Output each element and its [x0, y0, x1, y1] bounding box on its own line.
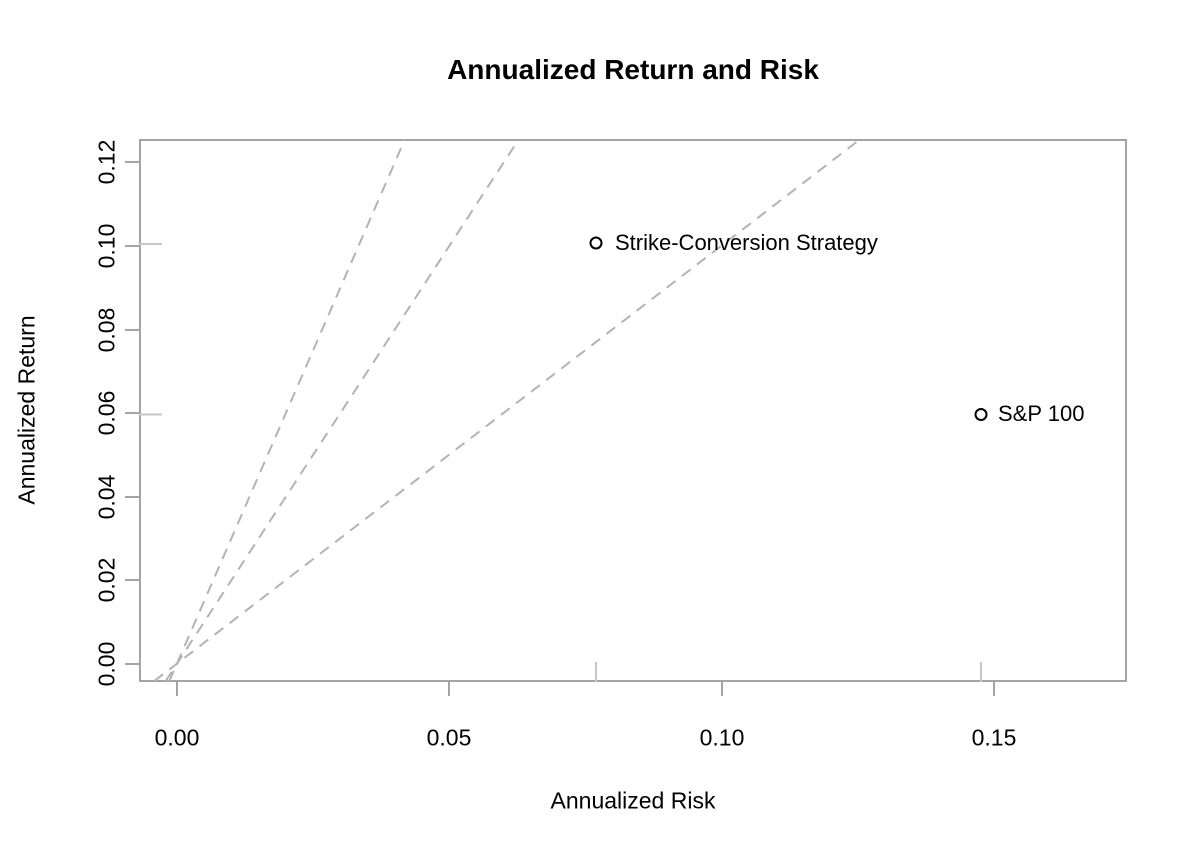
x-tick-0.00: [176, 682, 178, 696]
y-tick-label: 0.10: [93, 223, 120, 269]
y-tick-label: 0.12: [93, 139, 120, 185]
y-axis-title: Annualized Return: [13, 315, 40, 505]
y-tick-label: 0.02: [93, 557, 120, 603]
x-tick-0.10: [721, 682, 723, 696]
y-tick-0.12: [125, 161, 139, 163]
point-label-strike-conversion-strategy: Strike-Conversion Strategy: [615, 230, 878, 255]
y-tick-label: 0.04: [93, 474, 120, 520]
x-tick-0.15: [993, 682, 995, 696]
y-tick-0.08: [125, 329, 139, 331]
x-tick-label: 0.05: [426, 724, 472, 751]
x-tick-label: 0.10: [699, 724, 745, 751]
slope-1-line: [153, 139, 862, 682]
plot-area-border: [139, 139, 1127, 682]
y-tick-0.00: [125, 663, 139, 665]
slope-2-line: [164, 139, 520, 682]
y-tick-0.10: [125, 245, 139, 247]
x-tick-0.05: [448, 682, 450, 696]
y-tick-label: 0.08: [93, 307, 120, 353]
y-tick-0.02: [125, 579, 139, 581]
y-tick-0.04: [125, 496, 139, 498]
plot-area: [139, 139, 988, 682]
y-tick-label: 0.06: [93, 390, 120, 436]
slope-3-line: [168, 139, 406, 682]
point-strike-conversion-strategy: [589, 236, 603, 250]
y-tick-label: 0.00: [93, 641, 120, 687]
x-tick-label: 0.00: [154, 724, 200, 751]
point-label-sp100: S&P 100: [998, 401, 1085, 426]
x-tick-label: 0.15: [971, 724, 1017, 751]
chart-title: Annualized Return and Risk: [447, 54, 819, 85]
point-sp100: [974, 408, 988, 421]
x-axis-title: Annualized Risk: [550, 787, 716, 814]
y-tick-0.06: [125, 412, 139, 414]
